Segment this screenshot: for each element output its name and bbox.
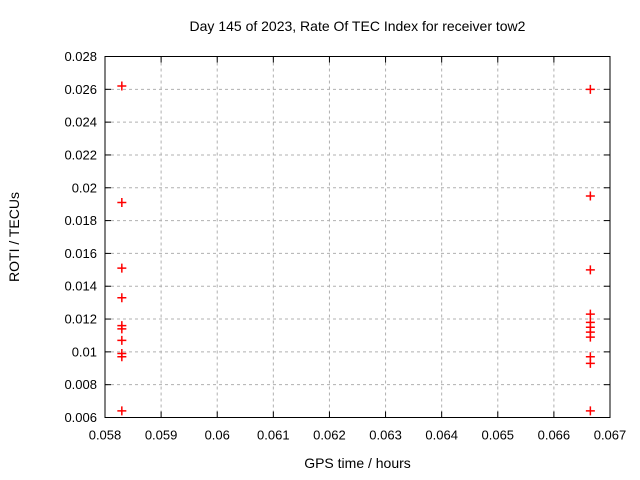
- data-point-marker: [117, 81, 127, 91]
- x-axis-label: GPS time / hours: [304, 455, 411, 471]
- x-tick-label: 0.059: [145, 428, 178, 443]
- x-tick-label: 0.067: [594, 428, 627, 443]
- data-point-marker: [585, 191, 595, 201]
- data-point-marker: [117, 335, 127, 345]
- data-point-marker: [585, 406, 595, 416]
- data-point-marker: [117, 406, 127, 416]
- y-tick-label: 0.026: [64, 82, 97, 97]
- data-point-marker: [117, 352, 127, 362]
- y-tick-label: 0.016: [64, 246, 97, 261]
- y-tick-label: 0.006: [64, 410, 97, 425]
- x-tick-label: 0.06: [205, 428, 230, 443]
- data-point-marker: [117, 198, 127, 208]
- data-point-marker: [585, 309, 595, 319]
- data-point-marker: [117, 324, 127, 334]
- y-tick-label: 0.01: [72, 344, 97, 359]
- data-point-marker: [585, 332, 595, 342]
- y-tick-label: 0.012: [64, 312, 97, 327]
- y-tick-label: 0.014: [64, 279, 97, 294]
- y-tick-label: 0.028: [64, 49, 97, 64]
- data-point-marker: [585, 265, 595, 275]
- data-point-marker: [585, 84, 595, 94]
- y-tick-label: 0.008: [64, 377, 97, 392]
- plot-border: [104, 56, 611, 418]
- x-tick-label: 0.064: [425, 428, 458, 443]
- y-tick-label: 0.022: [64, 147, 97, 162]
- y-tick-label: 0.018: [64, 213, 97, 228]
- x-tick-label: 0.058: [89, 428, 122, 443]
- y-tick-label: 0.024: [64, 115, 97, 130]
- x-tick-label: 0.062: [313, 428, 346, 443]
- data-point-marker: [117, 263, 127, 273]
- x-tick-label: 0.061: [257, 428, 290, 443]
- chart-title: Day 145 of 2023, Rate Of TEC Index for r…: [189, 18, 526, 34]
- data-point-marker: [585, 358, 595, 368]
- x-tick-label: 0.065: [482, 428, 515, 443]
- x-tick-label: 0.063: [369, 428, 402, 443]
- x-tick-label: 0.066: [538, 428, 571, 443]
- data-point-marker: [117, 293, 127, 303]
- y-tick-label: 0.02: [72, 180, 97, 195]
